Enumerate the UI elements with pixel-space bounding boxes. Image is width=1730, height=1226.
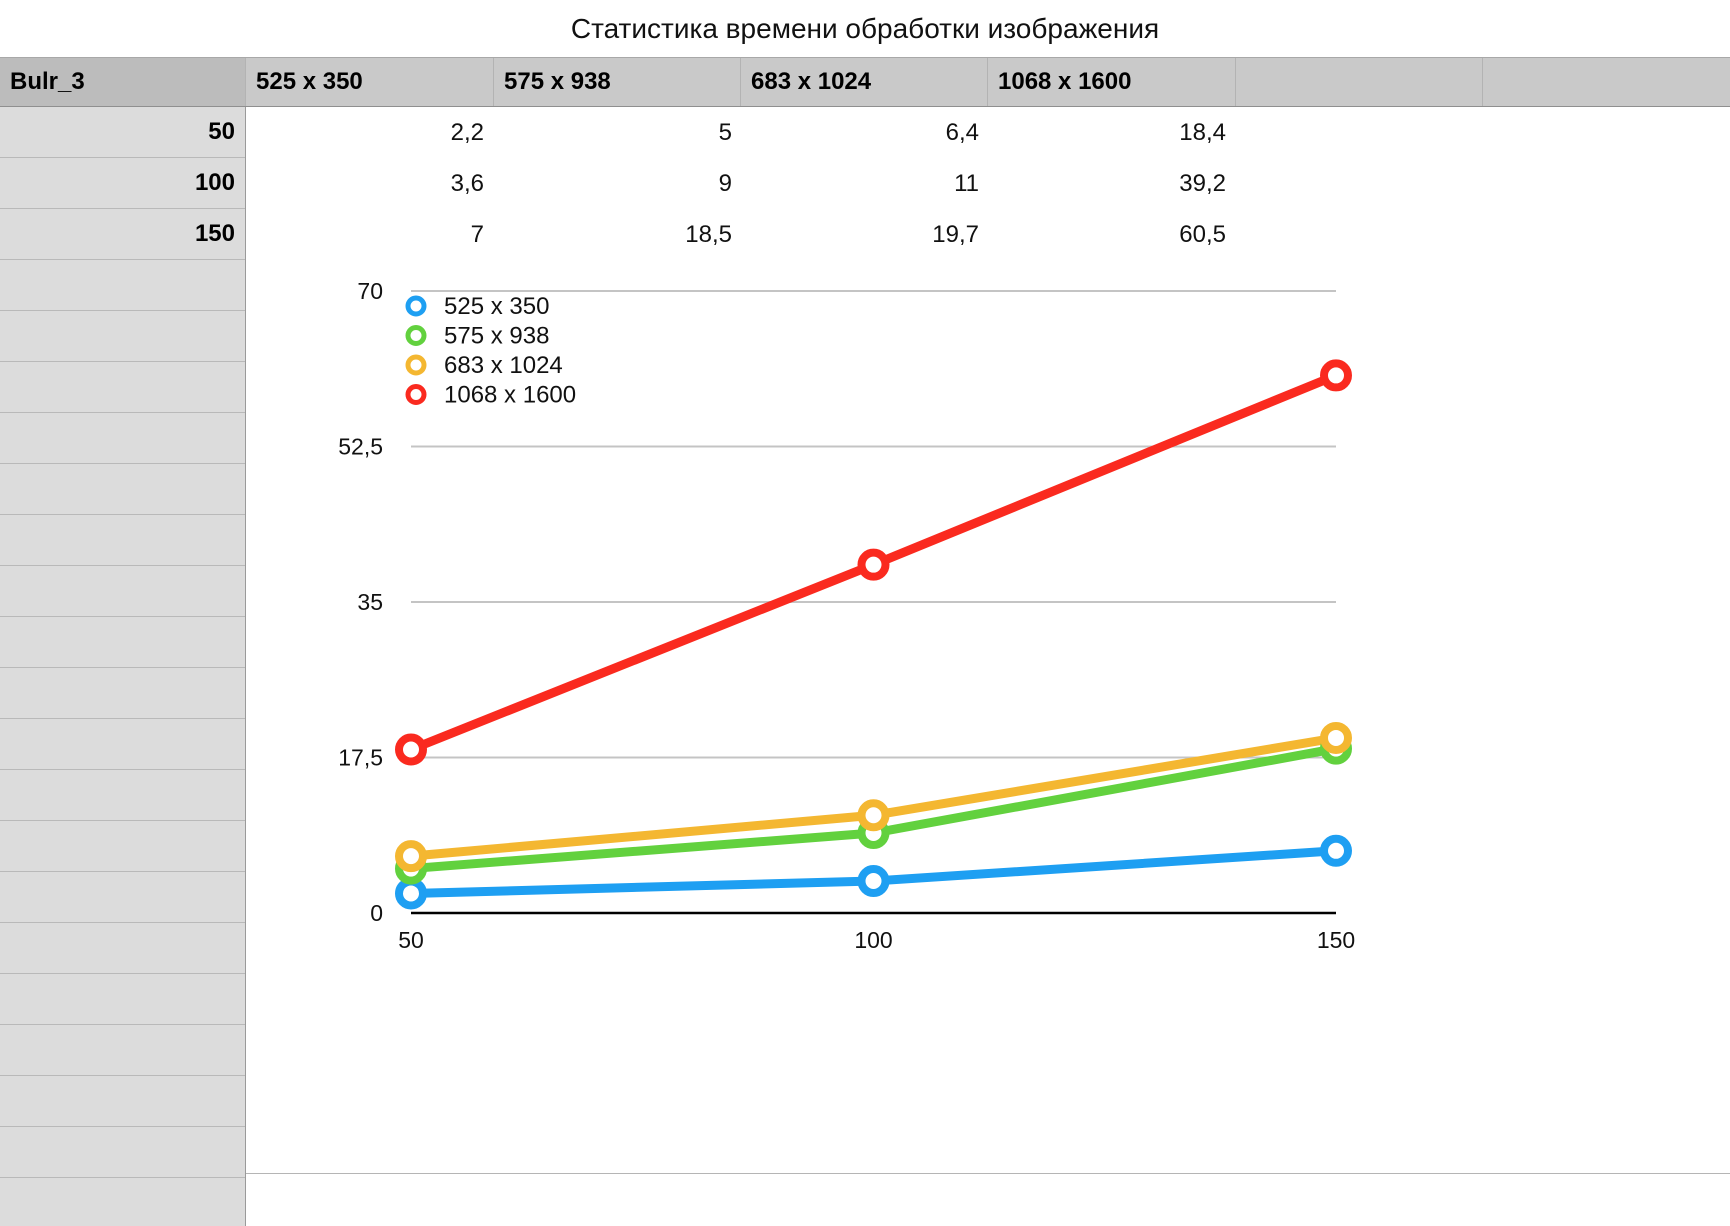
row-header-empty[interactable] [0,668,245,719]
chart-title: Статистика времени обработки изображения [570,12,1160,44]
column-header-2[interactable]: 575 x 938 [494,58,741,106]
table-cell[interactable]: 11 [954,169,979,197]
data-point[interactable] [395,733,427,766]
chart-axes: 0 17,5 35 52,5 70 50 100 150 [338,278,1355,953]
table-cell[interactable]: 9 [718,169,732,197]
legend-marker [405,295,427,317]
column-header-5[interactable] [1236,58,1483,106]
column-header-3[interactable]: 683 x 1024 [741,58,988,106]
row-header-empty[interactable] [0,413,245,464]
column-header-4[interactable]: 1068 x 1600 [988,58,1236,106]
table-cell[interactable]: 7 [470,220,484,248]
data-point[interactable] [857,865,890,898]
spreadsheet: Bulr_3 525 x 350 575 x 938 683 x 1024 10… [0,57,1730,1226]
row-header-empty[interactable] [0,719,245,770]
table-cell[interactable]: 18,5 [685,220,732,248]
legend-marker [405,384,427,405]
row-header-empty[interactable] [0,974,245,1025]
row-header-empty[interactable] [0,923,245,974]
data-point[interactable] [857,548,890,581]
column-header-1[interactable]: 525 x 350 [246,58,494,106]
y-tick-label: 35 [357,589,383,615]
legend-label: 525 x 350 [444,293,549,320]
corner-cell[interactable]: Bulr_3 [0,58,246,106]
row-header-column: 50 100 150 [0,107,246,1226]
line-chart: 0 17,5 35 52,5 70 50 100 150 525 x 350 575 x 938… [338,278,1355,953]
row-header-empty[interactable] [0,566,245,617]
row-header-empty[interactable] [0,362,245,413]
table-cell[interactable]: 60,5 [1179,220,1226,248]
data-point[interactable] [1320,834,1352,867]
data-point[interactable] [395,877,427,910]
row-header-empty[interactable] [0,1076,245,1127]
table-cell[interactable]: 3,6 [450,169,484,197]
row-header-empty[interactable] [0,617,245,668]
sheet-bottom-border [246,1173,1730,1174]
row-header-empty[interactable] [0,464,245,515]
data-point[interactable] [395,840,427,873]
row-header-empty[interactable] [0,1025,245,1076]
data-point[interactable] [857,799,890,832]
data-point[interactable] [1320,721,1352,754]
chart-series-points [395,359,1352,910]
y-tick-label: 70 [357,278,383,304]
chart-gridlines [411,290,1336,759]
y-tick-label: 52,5 [338,434,383,460]
legend-label: 1068 x 1600 [444,382,576,409]
data-point[interactable] [1320,359,1352,392]
row-header-empty[interactable] [0,260,245,311]
row-header-2[interactable]: 100 [0,158,245,209]
x-tick-label: 50 [398,927,424,953]
column-header-row: Bulr_3 525 x 350 575 x 938 683 x 1024 10… [0,57,1730,107]
row-header-empty[interactable] [0,770,245,821]
y-tick-label: 0 [370,900,383,926]
row-header-empty[interactable] [0,872,245,923]
x-tick-label: 100 [854,927,892,953]
table-cell[interactable]: 6,4 [945,118,979,146]
row-header-3[interactable]: 150 [0,209,245,260]
x-tick-label: 150 [1317,927,1355,953]
row-header-empty[interactable] [0,821,245,872]
legend-label: 575 x 938 [444,323,549,350]
table-cell[interactable]: 19,7 [932,220,979,248]
legend-marker [405,354,427,376]
row-header-1[interactable]: 50 [0,107,245,158]
table-cell[interactable]: 39,2 [1179,169,1226,197]
y-tick-label: 17,5 [338,745,383,771]
table-cell[interactable]: 2,2 [450,118,484,146]
row-header-empty[interactable] [0,311,245,362]
table-cell[interactable]: 18,4 [1179,118,1226,146]
table-cell[interactable]: 5 [718,118,732,146]
legend-label: 683 x 1024 [444,352,563,379]
legend-marker [405,325,427,346]
row-header-empty[interactable] [0,515,245,566]
